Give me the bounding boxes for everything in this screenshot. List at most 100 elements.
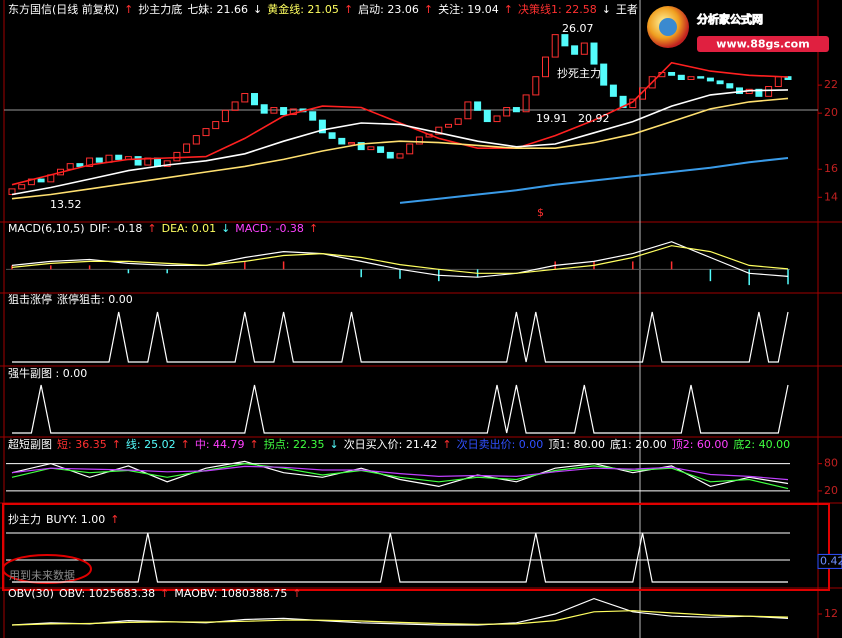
header-item: 底1: 20.00 [610, 437, 667, 451]
oscillator-line [11, 465, 789, 481]
panel-header: OBV(30) OBV: 1025683.38 ↑ MAOBV: 1080388.75… [8, 587, 302, 600]
panel-header: 强牛副图 : 0.00 [8, 366, 87, 380]
header-item: ↓ [253, 3, 262, 16]
header-item: ↑ [504, 3, 513, 16]
header-item: ↑ [181, 438, 190, 451]
y-tick-label: 20 [824, 106, 838, 119]
candle [648, 76, 656, 89]
candle [716, 80, 724, 85]
header-item: MACD: -0.38 [235, 222, 304, 235]
candle [134, 156, 142, 166]
y-tick-label: 80 [824, 457, 838, 470]
candle [522, 94, 530, 113]
ma-line [11, 97, 789, 200]
candle [542, 56, 549, 78]
watermark: 分析家公式网 www.88gs.com [647, 6, 829, 52]
dea-line [11, 245, 789, 274]
header-item: 抄主力底 [138, 2, 182, 16]
header-item: ↑ [112, 438, 121, 451]
candle [697, 76, 705, 79]
candle [386, 151, 394, 159]
y-tick-label: 20 [824, 484, 838, 497]
candle [183, 143, 191, 153]
candle [474, 101, 482, 111]
header-item: ↑ [442, 438, 451, 451]
header-item: OBV: 1025683.38 [59, 587, 155, 600]
candle [551, 34, 559, 58]
candle [532, 76, 540, 96]
highlight-box [2, 503, 830, 591]
header-item: 涨停狙击: 0.00 [57, 292, 133, 306]
header-item: 抄主力 [8, 512, 41, 526]
signal-line [12, 384, 789, 434]
value-box [817, 553, 842, 569]
signal-line [12, 532, 788, 583]
candle [464, 101, 472, 120]
candle [309, 111, 317, 121]
header-item: ↑ [424, 3, 433, 16]
header-item: 决策线1: 22.58 [518, 2, 597, 16]
candle [512, 107, 520, 113]
candle [76, 163, 84, 167]
candle [406, 143, 414, 155]
header-item: ↓ [221, 222, 230, 235]
annotation: $ [537, 206, 544, 219]
oscillator-line [11, 462, 789, 490]
watermark-url: www.88gs.com [716, 38, 809, 51]
header-item: MACD(6,10,5) [8, 222, 85, 235]
header-item: ↑ [110, 513, 119, 526]
header-item: 黄金线: 21.05 [267, 2, 339, 16]
header-item: ↑ [147, 222, 156, 235]
header-item: DIF: -0.18 [90, 222, 143, 235]
header-item: 线: 25.02 [126, 437, 176, 451]
header-item: ↑ [309, 222, 318, 235]
panel-header: MACD(6,10,5) DIF: -0.18 ↑ DEA: 0.01 ↓ MACD: -… [8, 222, 318, 235]
panel-header: 超短副图 短: 36.35 ↑ 线: 25.02 ↑ 中: 44.79 ↑ 拐点: 22.35… [8, 437, 790, 451]
candle [765, 86, 773, 97]
candle [202, 128, 210, 137]
candle [571, 45, 579, 55]
ma-line [11, 89, 789, 196]
candle [37, 178, 45, 183]
candle [619, 95, 627, 109]
panel-header: 东方国信(日线 前复权) ↑ 抄主力底 七妹: 21.66 ↓ 黄金线: 21.05 ↑ 启动… [8, 2, 638, 16]
candle [415, 136, 423, 145]
candle [18, 184, 26, 190]
candle [95, 157, 103, 163]
candle [600, 63, 608, 86]
header-item: 狙击涨停 [8, 292, 52, 306]
candle [260, 104, 268, 114]
candle [270, 107, 278, 114]
header-item: ↑ [250, 438, 259, 451]
watermark-title: 分析家公式网 [697, 12, 763, 26]
header-item: ↓ [329, 438, 338, 451]
header-item: 次日买入价: 21.42 [344, 437, 438, 451]
header-item: MAOBV: 1080388.75 [174, 587, 287, 600]
candle [561, 34, 569, 47]
header-item: 关注: 19.04 [438, 2, 499, 16]
logo-core [659, 18, 677, 36]
candle [483, 109, 491, 123]
header-item: ↑ [124, 3, 133, 16]
header-item: 次日卖出价: 0.00 [457, 437, 544, 451]
candle [726, 83, 734, 89]
candle [435, 126, 443, 135]
candle [668, 71, 676, 76]
obv-line [11, 597, 789, 626]
highlight-ellipse [2, 554, 92, 584]
header-item: 超短副图 [8, 437, 52, 451]
candle [338, 137, 346, 145]
candle [115, 154, 123, 160]
annotation: 19.91 [536, 112, 568, 125]
header-item: 短: 36.35 [57, 437, 107, 451]
annotation: 13.52 [50, 198, 82, 211]
candle [212, 121, 220, 130]
y-tick-label: 14 [824, 190, 838, 203]
annotation: 抄死主力 [557, 66, 601, 80]
header-item: 七妹: 21.66 [187, 3, 248, 16]
candle [367, 146, 375, 151]
ma-line [11, 61, 789, 186]
candle [328, 132, 336, 139]
candle [221, 109, 229, 123]
